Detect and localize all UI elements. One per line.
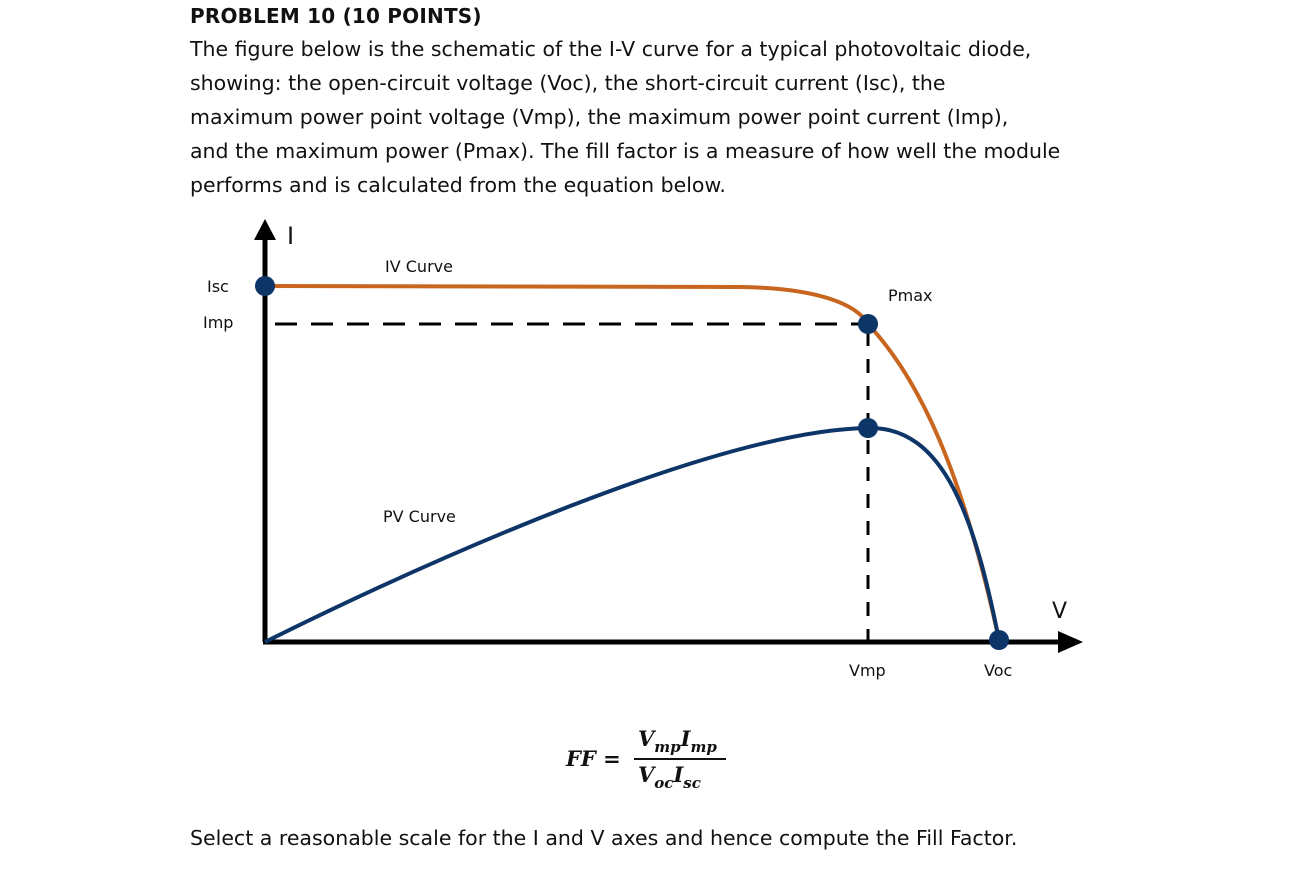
denominator-v-subscript: oc	[654, 774, 674, 792]
voc-marker	[989, 630, 1009, 650]
problem-line: maximum power point voltage (Vmp), the m…	[190, 105, 1009, 129]
iv-curve-line	[264, 284, 1001, 641]
x-axis-label: V	[1052, 599, 1067, 624]
formula-numerator: VmpImp	[638, 726, 717, 756]
formula-lhs: FF =	[566, 746, 621, 771]
numerator-i: I	[680, 726, 691, 751]
y-axis-label: I	[287, 222, 294, 250]
pmax-iv-marker	[858, 314, 878, 334]
imp-label: Imp	[203, 313, 233, 332]
isc-marker	[255, 276, 275, 296]
iv-curve-label: IV Curve	[385, 257, 453, 276]
problem-line: showing: the open-circuit voltage (Voc),…	[190, 71, 946, 95]
numerator-v: V	[638, 726, 655, 751]
problem-line: and the maximum power (Pmax). The fill f…	[190, 139, 1061, 163]
numerator-i-subscript: mp	[690, 738, 717, 756]
instruction-text: Select a reasonable scale for the I and …	[190, 826, 1018, 850]
formula-denominator: VocIsc	[638, 762, 701, 792]
denominator-i: I	[673, 762, 684, 787]
isc-label: Isc	[207, 277, 229, 296]
problem-description: The figure below is the schematic of the…	[190, 32, 1100, 202]
pv-curve-label: PV Curve	[383, 507, 456, 526]
vmp-label: Vmp	[849, 661, 886, 680]
pmax-pv-marker	[858, 418, 878, 438]
x-axis-arrow	[1058, 631, 1083, 653]
fraction-bar	[634, 758, 726, 760]
pmax-label: Pmax	[888, 286, 933, 305]
numerator-v-subscript: mp	[654, 738, 681, 756]
denominator-i-subscript: sc	[683, 774, 701, 792]
pv-curve-line	[264, 425, 1001, 644]
problem-line: performs and is calculated from the equa…	[190, 173, 726, 197]
problem-line: The figure below is the schematic of the…	[190, 37, 1032, 61]
problem-title: PROBLEM 10 (10 POINTS)	[190, 4, 482, 28]
denominator-v: V	[638, 762, 655, 787]
y-axis-arrow	[254, 219, 276, 240]
voc-label: Voc	[984, 661, 1012, 680]
